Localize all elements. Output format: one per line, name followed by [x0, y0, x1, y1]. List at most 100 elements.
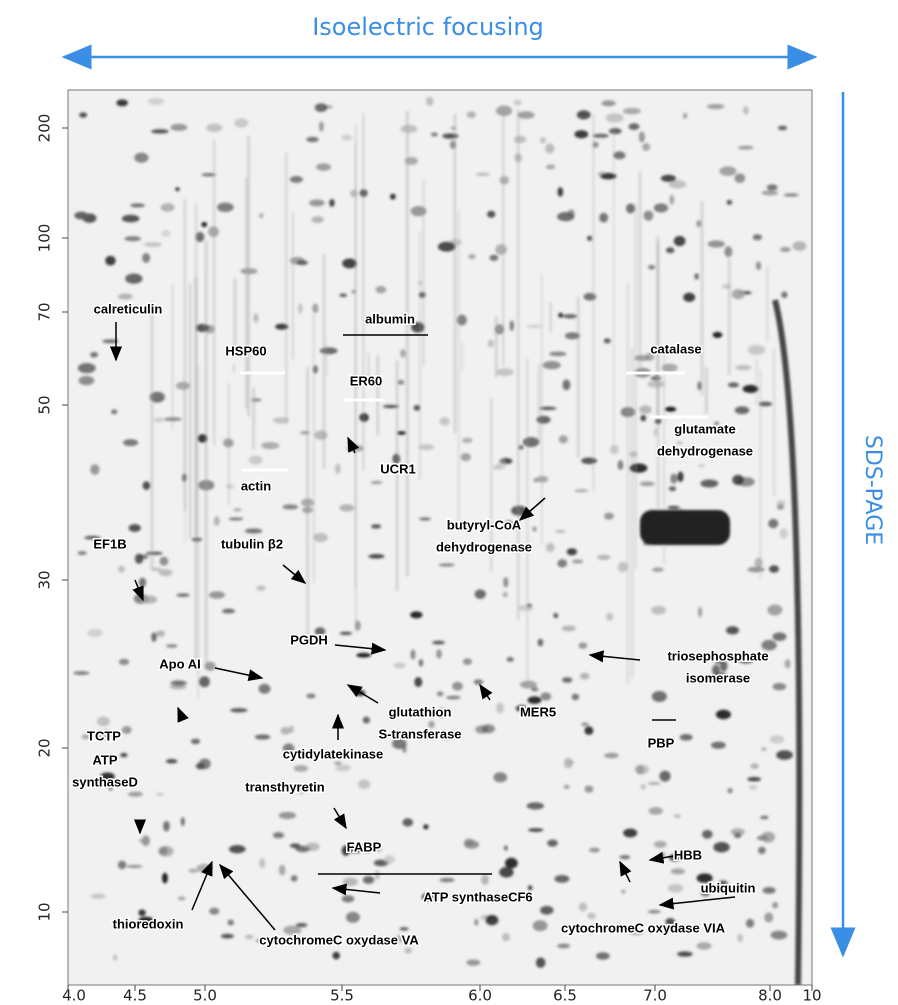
spot: [558, 313, 563, 318]
spot: [234, 118, 248, 127]
spot: [780, 528, 788, 539]
spot: [669, 486, 676, 491]
spot: [772, 902, 778, 909]
spot: [340, 632, 352, 635]
x-tick-label: 8.0: [758, 987, 782, 1005]
spot: [226, 485, 235, 489]
spot: [329, 199, 335, 207]
spot: [414, 677, 422, 687]
spot: [118, 294, 133, 300]
spot: [122, 726, 132, 734]
spot: [177, 593, 190, 597]
spot: [282, 504, 298, 509]
spot: [620, 855, 631, 859]
spot: [129, 524, 141, 532]
spot: [296, 923, 308, 927]
spot: [527, 802, 544, 809]
spot: [604, 513, 614, 520]
spot: [315, 103, 328, 112]
spot: [610, 445, 619, 454]
spot: [674, 236, 686, 246]
spot: [476, 173, 490, 176]
annotation: ATP synthaseCF6: [423, 889, 532, 904]
spot: [290, 176, 303, 183]
spot: [462, 438, 473, 443]
spot: [724, 246, 732, 257]
spot: [332, 952, 339, 960]
annotation: synthaseD: [72, 774, 138, 789]
spot: [464, 839, 474, 846]
annotation: dehydrogenase: [657, 443, 753, 458]
spot: [683, 293, 695, 302]
spot: [674, 814, 681, 818]
spot: [313, 533, 328, 542]
spot: [644, 211, 654, 221]
x-tick-label: 6.0: [468, 987, 492, 1005]
spot: [727, 788, 732, 793]
spot: [291, 875, 298, 881]
spot: [760, 816, 769, 820]
spot: [735, 406, 750, 414]
spot: [400, 349, 406, 358]
spot: [135, 554, 143, 564]
spot: [562, 625, 576, 631]
spot: [290, 843, 301, 847]
spot: [640, 481, 655, 486]
x-tick-label: 5.5: [330, 987, 354, 1005]
spot: [466, 959, 480, 966]
spot: [312, 303, 318, 313]
spot: [221, 934, 234, 939]
annotation: butyryl-CoA: [447, 517, 522, 532]
annotation: glutamate: [674, 421, 735, 436]
spot: [702, 830, 713, 839]
annotation: tubulin β2: [221, 536, 283, 551]
spot: [97, 717, 110, 727]
spot: [707, 104, 725, 109]
spot: [255, 734, 270, 739]
spot: [536, 957, 546, 968]
spot: [397, 380, 404, 385]
spot: [163, 821, 170, 832]
annotation: triosephosphate: [667, 648, 768, 663]
spot: [623, 108, 641, 114]
spot: [142, 253, 150, 263]
y-tick-label: 20: [36, 738, 54, 757]
spot: [166, 759, 178, 764]
spot: [546, 164, 555, 169]
spot: [79, 376, 95, 385]
y-tick-label: 100: [36, 224, 54, 253]
spot: [652, 691, 667, 702]
spot: [410, 611, 422, 618]
spot: [166, 644, 178, 648]
annotation: HSP60: [225, 343, 266, 358]
spot: [584, 293, 597, 301]
spot: [111, 409, 118, 414]
spot: [642, 143, 650, 151]
spot: [629, 123, 640, 130]
spot: [162, 873, 168, 884]
spot: [547, 840, 558, 847]
spot: [564, 785, 570, 789]
spot: [639, 405, 651, 414]
spot: [306, 694, 315, 699]
spot: [761, 747, 766, 750]
spot: [767, 184, 778, 190]
spot: [654, 841, 667, 848]
spot: [587, 913, 596, 920]
annotation: catalase: [650, 341, 701, 356]
annotation: transthyretin: [245, 779, 325, 794]
annotation: EF1B: [93, 536, 126, 551]
spot: [156, 630, 165, 636]
spot: [481, 875, 489, 885]
spot: [437, 691, 443, 696]
spot: [640, 415, 646, 422]
dark-region: [640, 510, 730, 545]
spot: [370, 481, 382, 484]
spot: [581, 457, 597, 464]
spot: [143, 481, 151, 490]
spot: [91, 894, 106, 899]
annotation: cytochromeC oxydase VIA: [561, 920, 726, 935]
spot: [119, 659, 129, 665]
spot: [554, 875, 569, 883]
spot: [677, 472, 683, 482]
